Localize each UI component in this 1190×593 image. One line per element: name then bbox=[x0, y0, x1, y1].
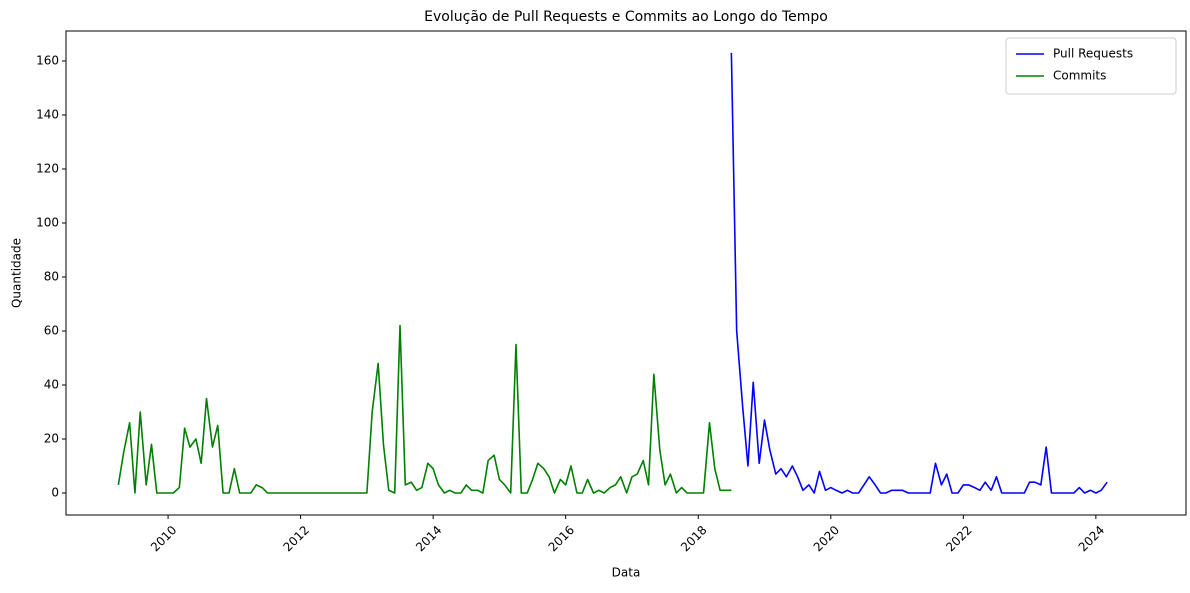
y-tick-label: 80 bbox=[44, 269, 59, 283]
data-line bbox=[730, 52, 1108, 494]
y-tick-label: 0 bbox=[51, 485, 59, 499]
legend-label: Pull Requests bbox=[1053, 47, 1133, 61]
y-tick-label: 100 bbox=[36, 215, 59, 229]
x-tick-label: 2024 bbox=[1076, 523, 1107, 554]
y-axis-label: Quantidade bbox=[10, 238, 24, 308]
plot-frame bbox=[65, 30, 1187, 516]
legend-label: Commits bbox=[1053, 69, 1106, 83]
y-tick-label: 40 bbox=[44, 377, 59, 391]
x-tick-label: 2020 bbox=[811, 523, 842, 554]
x-tick-label: 2014 bbox=[413, 523, 444, 554]
y-tick-label: 160 bbox=[36, 53, 59, 67]
y-tick-label: 140 bbox=[36, 107, 59, 121]
x-tick-label: 2012 bbox=[281, 523, 312, 554]
chart-title: Evolução de Pull Requests e Commits ao L… bbox=[424, 9, 828, 25]
y-tick-label: 60 bbox=[44, 323, 59, 337]
data-line bbox=[117, 324, 732, 494]
y-tick-label: 20 bbox=[44, 431, 59, 445]
legend-box bbox=[1005, 37, 1177, 95]
y-tick-label: 120 bbox=[36, 161, 59, 175]
x-tick-label: 2022 bbox=[943, 523, 974, 554]
x-tick-label: 2010 bbox=[148, 523, 179, 554]
x-tick-label: 2016 bbox=[546, 523, 577, 554]
x-tick-label: 2018 bbox=[678, 523, 709, 554]
x-axis-label: Data bbox=[612, 566, 641, 580]
